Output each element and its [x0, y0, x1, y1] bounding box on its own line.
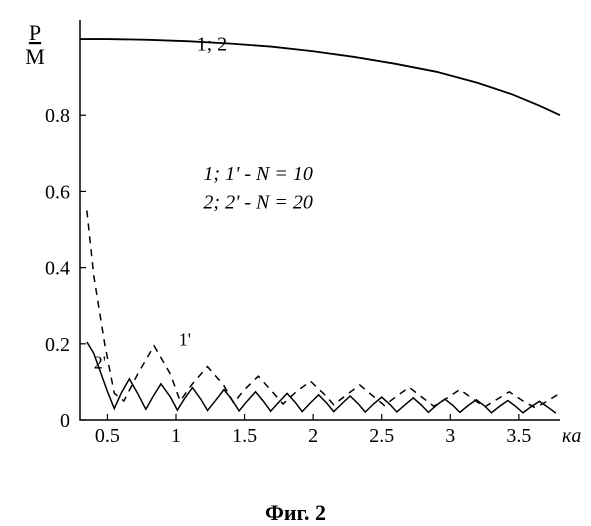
y-tick-label: 0.8	[45, 105, 70, 127]
annotation-label_1_2: 1; 2	[197, 33, 228, 55]
chart-svg: 0.5 1 1.5 2 2.5 3 3.5 0 0.2 0.4 0.6 0.8 кa PM 1; 2 1; 1…	[0, 0, 591, 460]
x-tick-label: 2	[308, 425, 318, 447]
y-tick-label: 0.6	[45, 181, 70, 203]
annotation-label_2p: 2'	[94, 353, 106, 373]
annotation-legend_line2: 2; 2' - N = 20	[203, 192, 312, 214]
x-tick-label: 1	[171, 425, 181, 447]
x-tick-label: 3.5	[506, 425, 531, 447]
x-tick-label: 0.5	[95, 425, 120, 447]
y-tick-label: 0	[60, 410, 70, 432]
annotation-label_1p: 1'	[179, 330, 191, 350]
x-tick-label: 1.5	[232, 425, 257, 447]
figure-caption: Фиг. 2	[265, 500, 326, 525]
y-tick-label: 0.2	[45, 334, 70, 356]
x-axis-label: кa	[562, 425, 581, 447]
y-axis-label-bottom: M	[25, 44, 45, 69]
chart-container: 0.5 1 1.5 2 2.5 3 3.5 0 0.2 0.4 0.6 0.8 кa PM 1; 2 1; 1…	[0, 0, 591, 500]
annotation-legend_line1: 1; 1' - N = 10	[203, 163, 312, 185]
x-tick-label: 3	[445, 425, 455, 447]
x-tick-label: 2.5	[369, 425, 394, 447]
y-axis-label-top: P	[29, 20, 41, 45]
y-tick-label: 0.4	[45, 258, 70, 280]
